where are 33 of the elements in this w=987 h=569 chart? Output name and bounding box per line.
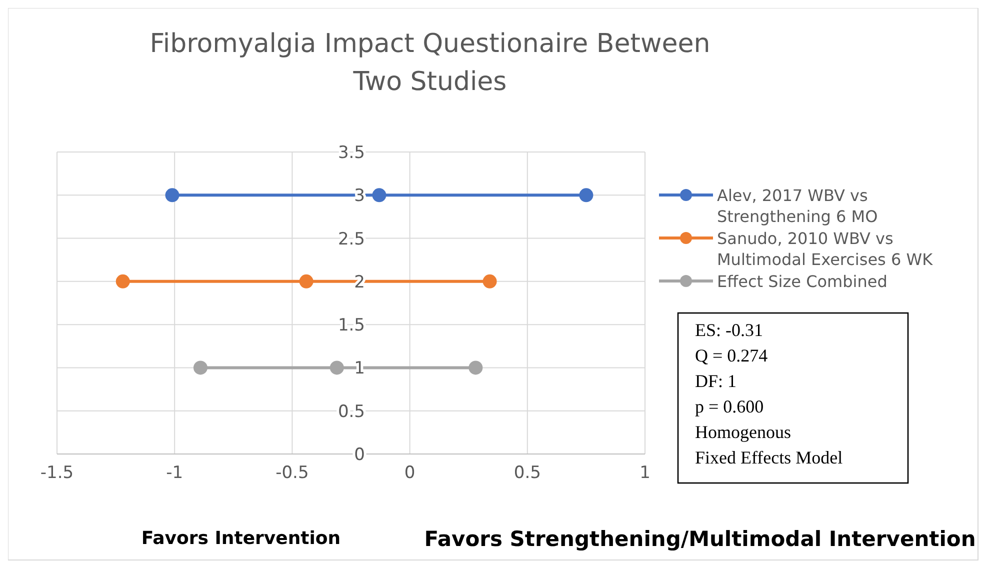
chart-title: Fibromyalgia Impact Questionaire Between Two Studies: [150, 29, 710, 97]
y-tick-label: 0: [354, 445, 365, 465]
legend-label: Alev, 2017 WBV vs Strengthening 6 MO: [717, 186, 878, 226]
point: [165, 188, 180, 202]
y-tick-label: 2.5: [338, 229, 365, 250]
text: Favors Intervention: [141, 528, 341, 549]
point: [579, 188, 594, 202]
point: [116, 274, 130, 288]
text: DF: 1: [695, 371, 737, 391]
y-tick-label: 1.5: [338, 316, 365, 336]
text: Q = 0.274: [695, 346, 768, 366]
x-tick-label: 0: [404, 463, 416, 483]
text: Favors Strengthening/Multimodal Intervention: [424, 527, 976, 551]
point: [468, 360, 483, 375]
text: Homogenous: [695, 422, 791, 442]
legend-label: Sanudo, 2010 WBV vs Multimodal Exercises 6 WK: [717, 229, 934, 269]
x-tick-label: -0.5: [276, 463, 309, 483]
y-tick-label: 0.5: [338, 402, 365, 422]
text: p = 0.600: [695, 396, 764, 416]
y-tick-label: 3.5: [338, 143, 365, 163]
text: ES: -0.31: [695, 320, 764, 340]
point: [330, 360, 344, 375]
x-tick-label: 1: [640, 463, 650, 483]
legend-label: Effect Size Combined: [717, 272, 888, 291]
x-tick-label: 0.5: [514, 463, 541, 483]
x-tick-label: -1.5: [40, 463, 74, 483]
x-tick-label: -1: [166, 463, 184, 483]
point: [193, 360, 208, 375]
point: [372, 188, 386, 202]
text: Fixed Effects Model: [695, 448, 843, 468]
y-tick-label: 1: [354, 358, 365, 379]
point: [482, 274, 497, 288]
point: [299, 274, 314, 288]
